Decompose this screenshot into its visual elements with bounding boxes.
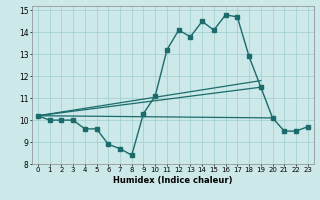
X-axis label: Humidex (Indice chaleur): Humidex (Indice chaleur) <box>113 176 233 185</box>
